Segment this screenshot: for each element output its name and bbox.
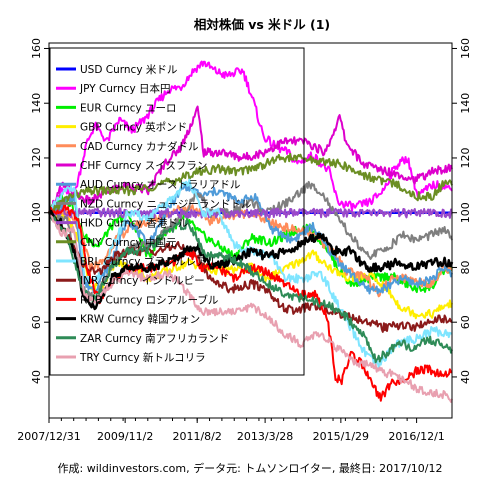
legend-label: KRW Curncy 韓国ウォン xyxy=(80,314,200,326)
y-tick-label-right: 140 xyxy=(459,93,472,114)
axes: 40 40 60 60 80 80 100 100 120 120 140 140 160 160 2007… xyxy=(17,38,472,443)
y-tick-label-right: 100 xyxy=(459,202,472,223)
x-tick-label: 2011/8/2 xyxy=(172,430,221,443)
series-line xyxy=(48,211,453,333)
legend: USD Curncy 米ドル JPY Curncy 日本円 EUR Curncy ユ… xyxy=(49,47,305,376)
legend-label: INR Curncy インドルピー xyxy=(80,275,205,287)
y-tick-label-left: 140 xyxy=(30,93,43,114)
legend-label: CNY Curncy 中国元 xyxy=(80,236,177,249)
series-line xyxy=(48,105,453,214)
legend-box xyxy=(49,47,305,376)
plot-frame xyxy=(48,42,453,419)
y-tick-label-right: 160 xyxy=(459,38,472,59)
y-tick-label-left: 60 xyxy=(30,315,43,329)
y-tick-label-left: 40 xyxy=(30,370,43,384)
chart-title: 相対株価 vs 米ドル (1) xyxy=(194,17,330,32)
series-line xyxy=(48,152,453,213)
x-tick-label: 2016/12/1 xyxy=(388,430,444,443)
x-tick-label: 2007/12/31 xyxy=(17,430,80,443)
y-tick-label-right: 80 xyxy=(459,260,472,274)
legend-label: AUD Curncy オーストラリアドル xyxy=(80,179,240,191)
legend-label: CAD Curncy カナダドル xyxy=(80,140,199,153)
legend-label: ZAR Curncy 南アフリカランド xyxy=(80,332,229,345)
y-tick-label-right: 60 xyxy=(459,315,472,329)
legend-label: GBP Curncy 英ポンド xyxy=(80,121,187,134)
legend-label: RUB Curncy ロシアルーブル xyxy=(80,293,218,306)
series-line xyxy=(48,209,454,311)
y-tick-label-left: 160 xyxy=(30,38,43,59)
series-line xyxy=(48,181,453,295)
legend-label: JPY Curncy 日本円 xyxy=(79,82,171,95)
x-tick-label: 2013/3/28 xyxy=(237,430,293,443)
legend-label: EUR Curncy ユーロ xyxy=(80,102,177,114)
y-tick-label-left: 100 xyxy=(30,202,43,223)
legend-label: HKD Curncy 香港ドル xyxy=(80,218,188,230)
series-line xyxy=(48,212,453,364)
series-layer xyxy=(48,60,454,403)
y-tick-label-right: 120 xyxy=(459,147,472,168)
series-line xyxy=(48,180,453,303)
y-tick-label-right: 40 xyxy=(459,370,472,384)
x-tick-label: 2015/1/29 xyxy=(313,430,369,443)
y-tick-label-left: 80 xyxy=(30,260,43,274)
x-tick-label: 2009/11/2 xyxy=(97,430,153,443)
legend-label: TRY Curncy 新トルコリラ xyxy=(79,351,206,364)
series-line xyxy=(48,194,453,294)
legend-label: NZD Curncy ニュージーランドドル xyxy=(80,198,251,210)
chart-caption: 作成: wildinvestors.com, データ元: トムソンロイター, 最… xyxy=(58,461,443,475)
y-tick-label-left: 120 xyxy=(30,147,43,168)
legend-label: BRL Curncy ブラジルレアル xyxy=(80,255,217,268)
series-line xyxy=(48,207,453,219)
series-line xyxy=(48,60,453,216)
legend-label: CHF Curncy スイスフラン xyxy=(80,160,207,172)
legend-label: USD Curncy 米ドル xyxy=(80,63,177,76)
series-line xyxy=(48,212,453,403)
